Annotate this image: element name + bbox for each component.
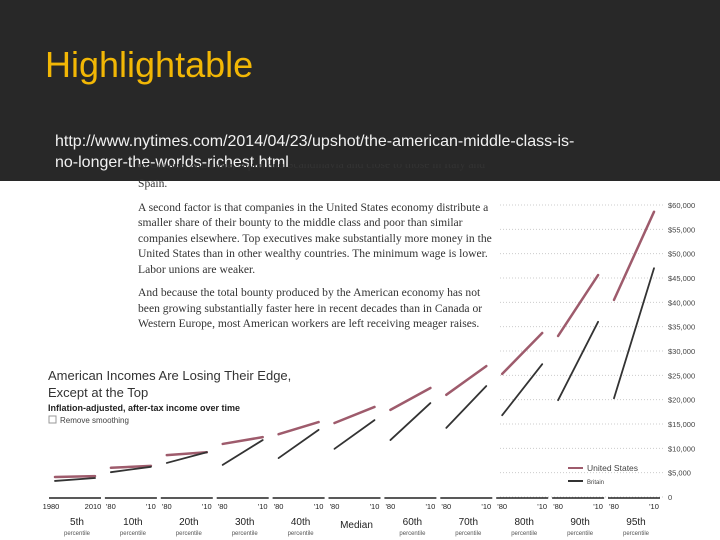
group-label: 80th [514, 517, 533, 528]
paragraph: A second factor is that companies in the… [138, 200, 492, 276]
series-line [277, 428, 320, 459]
series-line [221, 439, 264, 466]
y-tick-label: $20,000 [668, 396, 695, 405]
y-tick-label: $55,000 [668, 225, 695, 234]
group-label: 95th [626, 517, 645, 528]
y-tick-label: $50,000 [668, 250, 695, 259]
x-tick-label: '10 [481, 502, 491, 511]
paragraph: And because the total bounty produced by… [138, 286, 483, 330]
paragraph-text: in Canada, Australia, Japan and Scandina… [138, 164, 486, 171]
series-line [165, 451, 208, 464]
chart: 0 $5,000 $10,000 $15,000 $20,000 $25,000 $30,0… [43, 201, 695, 537]
y-tick-label: $25,000 [668, 371, 695, 380]
series-line [389, 402, 432, 441]
series-line [54, 477, 96, 482]
y-tick-label: $10,000 [668, 444, 695, 453]
x-tick-label: '10 [202, 502, 212, 511]
x-tick-label: '10 [537, 502, 547, 511]
series-line [557, 320, 599, 402]
y-tick-label: $30,000 [668, 347, 695, 356]
series-line [53, 474, 97, 479]
series-line [109, 464, 153, 470]
group-label: 30th [235, 517, 254, 528]
group-sublabel: percentile [120, 531, 147, 537]
checkbox[interactable] [48, 415, 57, 424]
x-tick-label: 1980 [43, 502, 60, 511]
group-sublabel: percentile [64, 531, 91, 537]
y-tick-label: $60,000 [668, 201, 695, 210]
group-sublabel: percentile [176, 531, 203, 537]
series-line [500, 331, 544, 376]
x-tick-label: '80 [162, 502, 172, 511]
group-label: 90th [570, 517, 589, 528]
x-tick-label: '80 [274, 502, 284, 511]
paragraph: in Canada, Australia, Japan and Scandina… [138, 164, 494, 172]
y-tick-label: $45,000 [668, 274, 695, 283]
group-label: Median [340, 520, 373, 531]
series-line [445, 385, 488, 429]
x-tick-label: '10 [146, 502, 156, 511]
series-line [110, 465, 152, 474]
x-tick-label: '10 [593, 502, 603, 511]
group-sublabel: percentile [567, 531, 594, 537]
x-tick-label: '80 [497, 502, 507, 511]
slide-title: Highlightable [45, 44, 254, 85]
y-tick-label: $15,000 [668, 420, 695, 429]
group-sublabel: percentile [511, 531, 538, 537]
chart-title: American Incomes Are Losing Their Edge, E… [48, 368, 291, 400]
series-line [613, 267, 655, 400]
x-tick-label: '10 [258, 502, 268, 511]
url[interactable]: http://www.nytimes.com/2014/04/23/upshot… [55, 133, 575, 171]
x-tick-label: '80 [386, 502, 396, 511]
series-line [501, 363, 544, 417]
group-sublabel: percentile [455, 531, 482, 537]
checkbox-label[interactable]: Remove smoothing [60, 416, 129, 425]
article: in Canada, Australia, Japan and Scandina… [138, 164, 494, 340]
series-line [333, 405, 376, 425]
series-line [556, 273, 600, 338]
x-tick-label: '10 [370, 502, 380, 511]
series-line [445, 364, 488, 397]
group-sublabel: percentile [399, 531, 426, 537]
x-tick-label: '80 [609, 502, 619, 511]
x-tick-label: '10 [649, 502, 659, 511]
x-tick-label: '10 [426, 502, 436, 511]
chart-title-line: Except at the Top [48, 385, 148, 400]
legend-label: United States [587, 463, 638, 473]
y-tick-label: $40,000 [668, 298, 695, 307]
group-label: 20th [179, 517, 198, 528]
group-sublabel: percentile [232, 531, 259, 537]
x-tick-label: 2010 [85, 502, 102, 511]
series-line [612, 210, 656, 302]
series-line [221, 435, 264, 446]
x-tick-label: '10 [314, 502, 324, 511]
series-line [333, 419, 376, 450]
legend-label: Britain [587, 480, 604, 486]
x-tick-label: '80 [553, 502, 563, 511]
paragraph: Spain. [138, 177, 168, 190]
y-tick-label: 0 [668, 493, 672, 502]
chart-subtitle: Inflation-adjusted, after-tax income ove… [48, 403, 240, 413]
group-sublabel: percentile [623, 531, 650, 537]
header: Highlightable http://www.nytimes.com/201… [0, 0, 720, 181]
x-tick-label: '80 [106, 502, 116, 511]
series-line [165, 450, 209, 457]
series-line [389, 386, 432, 412]
x-tick-label: '80 [330, 502, 340, 511]
x-tick-label: '80 [218, 502, 228, 511]
x-tick-label: '80 [441, 502, 451, 511]
group-label: 40th [291, 517, 310, 528]
group-label: 70th [459, 517, 478, 528]
y-tick-label: $5,000 [668, 469, 691, 478]
group-label: 10th [123, 517, 142, 528]
series-line [277, 420, 320, 436]
group-label: 60th [403, 517, 422, 528]
y-tick-label: $35,000 [668, 323, 695, 332]
chart-title-line: American Incomes Are Losing Their Edge, [48, 368, 291, 383]
group-sublabel: percentile [288, 531, 315, 537]
group-label: 5th [70, 517, 84, 528]
